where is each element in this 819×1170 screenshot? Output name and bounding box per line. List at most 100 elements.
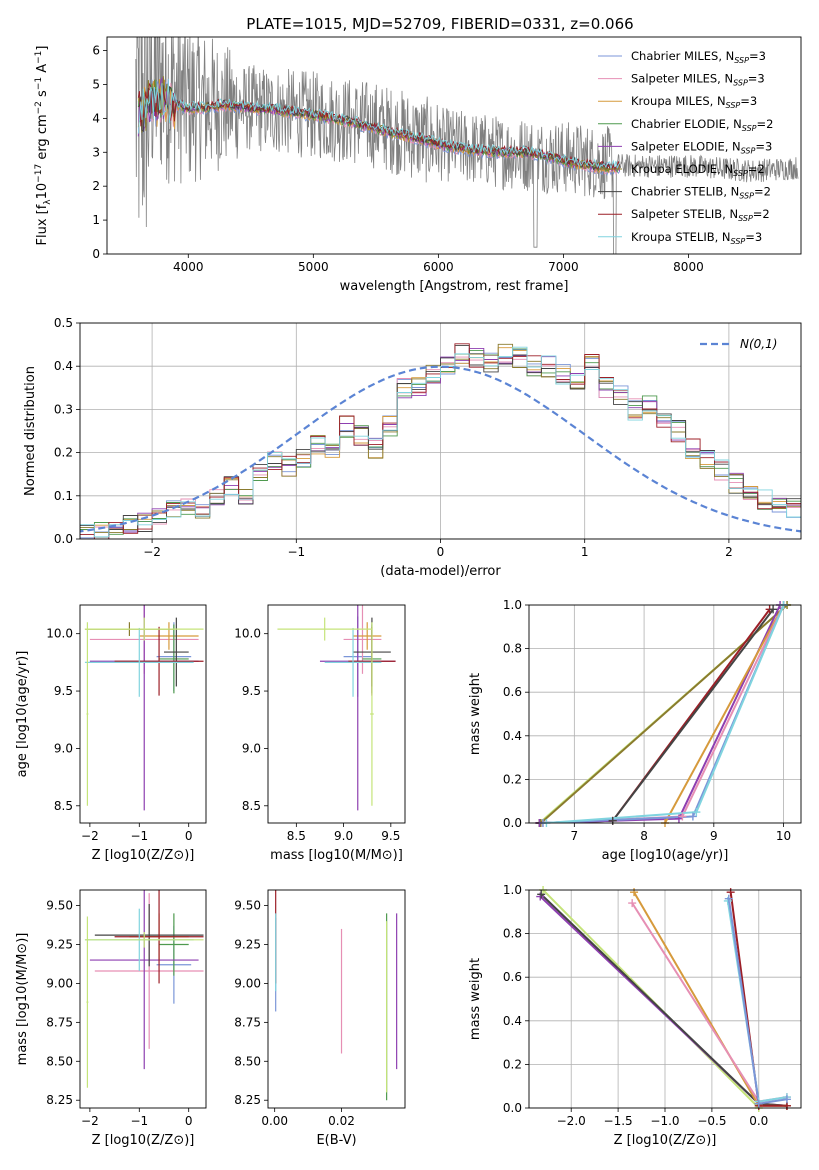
y-tick-label: 0.2: [503, 772, 522, 786]
x-tick-label: 7: [571, 829, 579, 843]
y-tick-label: 9.00: [234, 976, 261, 990]
observed-spectrum-line: [135, 37, 799, 254]
y-tick-label: 9.25: [46, 938, 73, 952]
axes-frame: [528, 889, 802, 1109]
x-axis-label: Z [log10(Z/Z⊙)]: [614, 1133, 717, 1148]
spectrum-panel: 4000 5000 6000 7000 8000 0 1 2 3 4 5 6 wavelength [A…: [34, 36, 802, 294]
weight-marker: [724, 894, 733, 903]
mass-vs-ebv-plot-area: [275, 890, 398, 1101]
x-tick-label: 0.02: [328, 1114, 355, 1128]
histogram-series-9: [80, 346, 801, 538]
y-tick-label: 0.0: [54, 532, 73, 546]
legend-entry: Kroupa MILES, NSSP=3: [631, 94, 757, 110]
x-tick-label: −1.0: [650, 1114, 679, 1128]
x-tick-label: 6000: [423, 260, 454, 274]
weight-vs-age-panel: 7 8 9 10 0.0 0.2 0.4 0.6 0.8 1.0 age [log10(age/yr…: [468, 598, 802, 863]
y-tick-label: 8.75: [46, 1015, 73, 1029]
spectrum-plot-area: [135, 37, 799, 254]
legend-entry: Salpeter STELIB, NSSP=2: [631, 207, 770, 223]
weight-marker: [726, 888, 735, 897]
axes-frame: [528, 604, 802, 824]
weight-vs-age-plot-area: [529, 605, 801, 823]
mass-vs-Z-plot-area: [84, 890, 204, 1088]
y-tick-label: 8.75: [234, 1015, 261, 1029]
model-line-series-8: [137, 82, 621, 171]
y-tick-label: 0.4: [503, 1014, 522, 1028]
weight-vs-Z-panel: −2.0 −1.5 −1.0 −0.5 0.0 0.0 0.2 0.4 0.6 0.8 1.0 Z […: [468, 883, 802, 1148]
figure-title: PLATE=1015, MJD=52709, FIBERID=0331, z=0…: [246, 15, 633, 33]
weight-marker: [754, 1099, 763, 1108]
y-tick-label: 8.5: [54, 799, 73, 813]
x-tick-label: 5000: [298, 260, 329, 274]
y-tick-label: 8.50: [46, 1054, 73, 1068]
x-axis-label: age [log10(age/yr)]: [602, 848, 729, 863]
x-tick-label: 10: [776, 829, 791, 843]
x-tick-label: −1.5: [604, 1114, 633, 1128]
x-axis-label: Z [log10(Z/Z⊙)]: [92, 848, 195, 863]
y-axis-label: mass weight: [468, 958, 483, 1040]
axes-frame: [106, 36, 802, 255]
y-axis-label: mass weight: [468, 673, 483, 755]
y-tick-label: 0.3: [54, 402, 73, 416]
y-tick-label: 8.25: [234, 1093, 261, 1107]
x-tick-label: 9.0: [334, 829, 353, 843]
y-tick-label: 6: [92, 44, 100, 58]
y-tick-label: 0.6: [503, 685, 522, 699]
x-tick-label: 8: [640, 829, 648, 843]
axes-frame: [79, 322, 802, 540]
y-tick-label: 1: [92, 213, 100, 227]
y-axis-label: mass [log10(M/M⊙)]: [15, 933, 30, 1066]
x-tick-label: 8.5: [287, 829, 306, 843]
x-tick-label: −1: [287, 545, 305, 559]
weight-line-8: [727, 898, 788, 1105]
legend-entry: Kroupa STELIB, NSSP=3: [631, 230, 762, 246]
histogram-series-5: [80, 347, 801, 539]
x-axis-label: wavelength [Angstrom, rest frame]: [340, 279, 569, 294]
x-tick-label: 0.0: [749, 1114, 768, 1128]
y-tick-label: 0: [92, 247, 100, 261]
age-vs-Z-panel: −2 −1 0 8.5 9.0 9.5 10.0 Z [log10(Z/Z⊙)] age [lo…: [15, 604, 207, 863]
weight-marker: [537, 890, 546, 899]
x-tick-label: 9.5: [381, 829, 400, 843]
y-tick-label: 1.0: [503, 598, 522, 612]
age-vs-mass-plot-area: [277, 605, 396, 811]
y-tick-label: 0.0: [503, 816, 522, 830]
x-tick-label: 0.00: [261, 1114, 288, 1128]
y-tick-label: 0.4: [503, 729, 522, 743]
x-tick-label: −2: [143, 545, 161, 559]
model-line-series-7: [138, 83, 621, 171]
x-tick-label: 1: [581, 545, 589, 559]
age-vs-Z-plot-area: [84, 605, 204, 811]
legend-entry: Salpeter ELODIE, NSSP=3: [631, 139, 772, 155]
y-tick-label: 0.2: [503, 1057, 522, 1071]
y-tick-label: 10.0: [46, 627, 73, 641]
y-tick-label: 5: [92, 77, 100, 91]
x-tick-label: −2: [81, 1114, 99, 1128]
y-tick-label: 9.25: [234, 938, 261, 952]
y-tick-label: 0.0: [503, 1101, 522, 1115]
axes-frame: [79, 604, 207, 824]
y-tick-label: 0.6: [503, 970, 522, 984]
legend-entry: Kroupa ELODIE, NSSP=2: [631, 162, 765, 178]
x-tick-label: 4000: [173, 260, 204, 274]
weight-marker: [769, 605, 778, 614]
mass-vs-ebv-panel: 0.00 0.02 8.25 8.50 8.75 9.00 9.25 9.50 E(B-V): [234, 889, 406, 1148]
y-tick-label: 9.5: [54, 684, 73, 698]
y-tick-label: 8.5: [242, 799, 261, 813]
legend-entry: N(0,1): [740, 337, 777, 351]
x-tick-label: 7000: [548, 260, 579, 274]
y-tick-label: 0.5: [54, 316, 73, 330]
axes-frame: [267, 889, 406, 1109]
weight-line-4: [633, 891, 787, 1107]
weight-marker: [678, 812, 687, 821]
legend-entry: Chabrier ELODIE, NSSP=2: [631, 117, 773, 133]
residuals-plot-area: [80, 323, 801, 539]
y-tick-label: 4: [92, 111, 100, 125]
y-tick-label: 0.1: [54, 489, 73, 503]
weight-line-6: [664, 605, 785, 823]
x-tick-label: −2.0: [557, 1114, 586, 1128]
weight-marker: [628, 899, 637, 908]
legend-entry: Chabrier MILES, NSSP=3: [631, 49, 766, 65]
y-tick-label: 0.2: [54, 446, 73, 460]
